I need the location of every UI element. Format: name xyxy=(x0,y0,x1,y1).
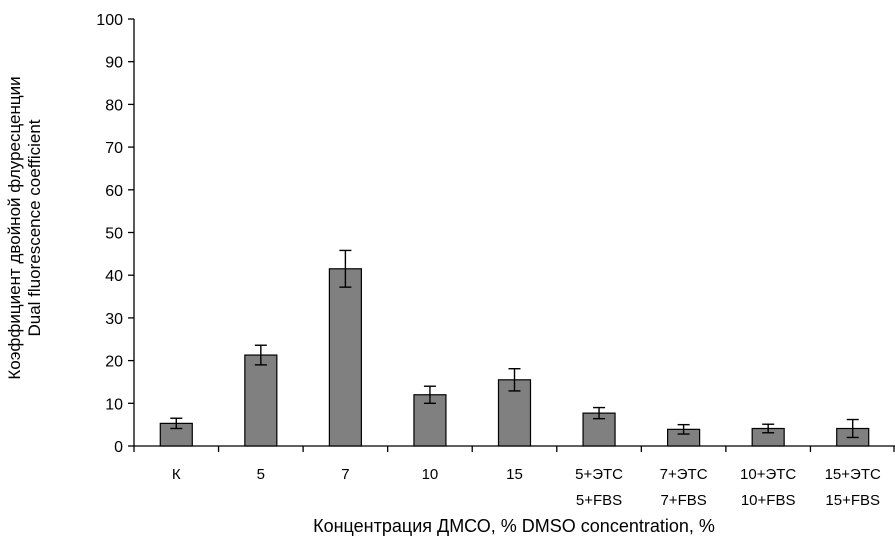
x-tick-label: 7 xyxy=(341,466,349,483)
x-tick-label: 5+FBS xyxy=(576,492,622,509)
x-tick-label: 5+ЭТС xyxy=(575,466,623,483)
y-tick-label: 60 xyxy=(105,183,123,200)
x-tick-label: 7+ЭТС xyxy=(660,466,708,483)
y-tick-label: 0 xyxy=(114,439,123,456)
bar xyxy=(328,268,362,447)
y-axis-title-line-1: Коэффициент двойной флуресценции xyxy=(5,76,24,379)
x-tick-label: 15 xyxy=(506,466,523,483)
y-axis-title: Коэффициент двойной флуресценции Dual fl… xyxy=(5,76,44,379)
y-tick-label: 50 xyxy=(105,226,123,243)
x-tick-label: 10 xyxy=(422,466,439,483)
x-tick-label: 10+FBS xyxy=(741,492,796,509)
y-tick-label: 30 xyxy=(105,311,123,328)
x-tick-label: 15+FBS xyxy=(825,492,880,509)
y-tick-label: 40 xyxy=(105,268,123,285)
x-tick-label: 10+ЭТС xyxy=(740,466,796,483)
y-tick-label: 80 xyxy=(105,97,123,114)
plot-area: 0 10 20 30 40 50 60 70 80 90 100 К 5 7 10 15 5+ЭТС 5+FBS 7… xyxy=(96,12,895,509)
x-tick-label: К xyxy=(172,466,181,483)
y-tick-label: 70 xyxy=(105,140,123,157)
y-axis-title-line-2: Dual fluorescence coefficient xyxy=(25,119,44,336)
bar xyxy=(244,354,278,447)
y-tick-label: 20 xyxy=(105,354,123,371)
y-tick-label: 100 xyxy=(96,12,123,29)
y-tick-label: 10 xyxy=(105,396,123,413)
y-tick-label: 90 xyxy=(105,55,123,72)
x-tick-label: 7+FBS xyxy=(660,492,706,509)
x-axis-title: Концентрация ДМСО, % DMSO concentration,… xyxy=(313,516,715,536)
x-tick-label: 15+ЭТС xyxy=(825,466,881,483)
x-tick-label: 5 xyxy=(257,466,265,483)
